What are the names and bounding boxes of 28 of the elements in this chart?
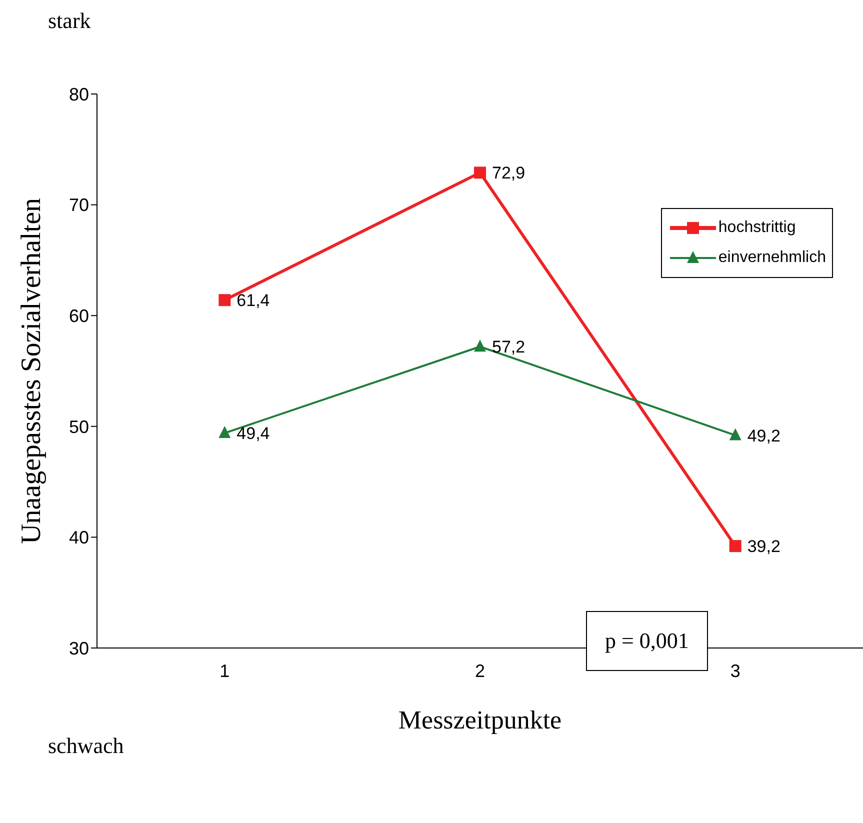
point [474,166,486,179]
y-tick-label: 60 [68,306,89,326]
y-tick-label: 50 [68,416,89,437]
data-label: 57,2 [492,338,526,357]
x-tick-label: 2 [474,660,486,681]
y-axis-title: Unaagepasstes Sozialverhalten [16,198,47,544]
data-label: 49,2 [747,426,780,446]
point [474,340,486,352]
y-tick-label: 80 [68,84,89,104]
data-label: 72,9 [492,164,526,183]
y-tick-label: 70 [68,195,89,216]
point [729,428,742,440]
y-tick-label: 40 [68,528,89,548]
text: stark [48,8,91,34]
data-label: 49,4 [236,424,270,444]
legend-label: einvernehmlich [718,249,826,267]
point [218,294,231,306]
x-tick-label: 3 [730,660,740,681]
point [218,426,231,438]
x-tick-label: 1 [220,660,230,681]
point [729,540,742,552]
data-label: 39,2 [747,537,780,556]
y-tick-label: 30 [68,638,89,658]
legend-label: hochstrittig [718,219,796,237]
annotation: p = 0,001 [586,611,708,671]
text: schwach [48,733,124,759]
data-label: 61,4 [236,291,270,310]
x-axis-title: Messzeitpunkte [398,705,562,734]
